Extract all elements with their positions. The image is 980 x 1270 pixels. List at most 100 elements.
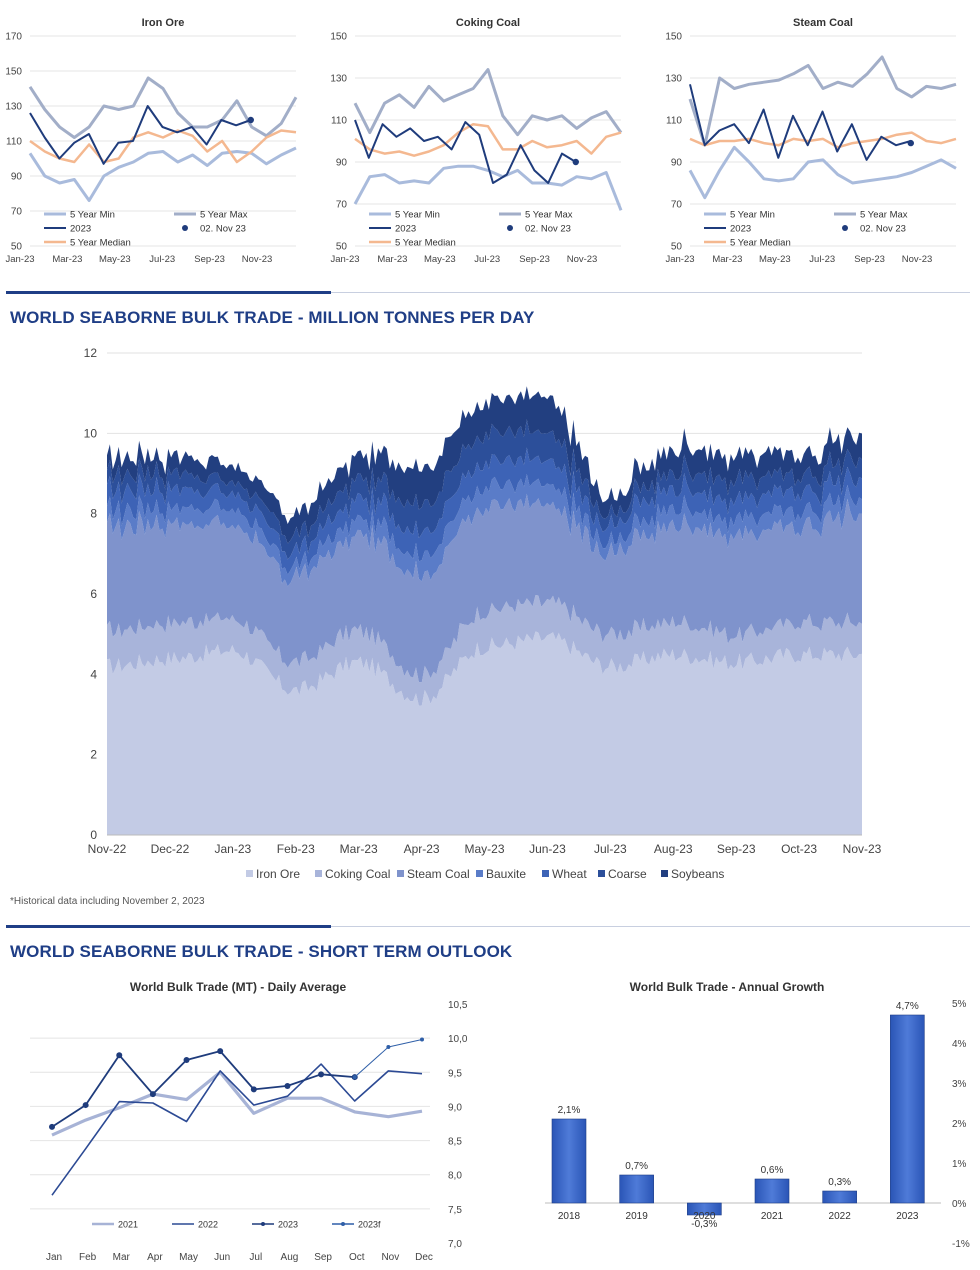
stack-x-tick: Apr-23: [404, 842, 440, 856]
growth-bar-2022: [822, 1190, 857, 1204]
daily-average-chart-svg: World Bulk Trade (MT) - Daily Average 7,0…: [30, 980, 468, 1263]
coking-coal-x-tick: Jan-23: [330, 254, 359, 265]
stack-legend-swatch: [542, 870, 549, 877]
steam-coal-legend-2023: 2023: [730, 224, 751, 235]
stack-legend-wheat: Wheat: [552, 867, 587, 881]
iron-ore-legend-marker: 02. Nov 23: [200, 224, 246, 235]
section-rule-trade: [6, 291, 331, 294]
daily-line-2023f-point: [352, 1075, 357, 1080]
stack-x-tick: Nov-23: [843, 842, 882, 856]
daily-line-2022: [51, 1063, 423, 1196]
stack-x-tick: May-23: [464, 842, 504, 856]
daily-x-tick: Apr: [147, 1252, 163, 1263]
stack-legend-bauxite: Bauxite: [486, 867, 526, 881]
iron-ore-min-line: [28, 146, 297, 202]
stack-x-tick: Feb-23: [277, 842, 315, 856]
daily-x-tick: Mar: [113, 1252, 131, 1263]
coking-coal-x-tick: May-23: [424, 254, 456, 265]
stack-x-tick: Jun-23: [529, 842, 566, 856]
iron-ore-x-tick: May-23: [99, 254, 131, 265]
iron-ore-y-tick: 110: [6, 137, 22, 148]
iron-ore-y-tick: 170: [5, 32, 22, 43]
stack-x-tick: Aug-23: [654, 842, 693, 856]
section-title-tonnes-per-day: WORLD SEABORNE BULK TRADE - MILLION TONN…: [10, 308, 535, 327]
daily-legend-2023f: 2023f: [358, 1220, 381, 1230]
coking-coal-title: Coking Coal: [456, 17, 520, 29]
growth-x-tick-2023: 2023: [896, 1211, 919, 1222]
steam-coal-legend-min: 5 Year Min: [730, 210, 775, 221]
daily-y-tick: 10,5: [448, 1000, 468, 1011]
stack-legend-iron-ore: Iron Ore: [256, 867, 300, 881]
growth-y-tick: 4%: [952, 1039, 967, 1050]
iron-ore-x-tick: Mar-23: [52, 254, 82, 265]
growth-bar-2018: [551, 1118, 587, 1204]
growth-bar-label-2023: 4,7%: [896, 1001, 919, 1012]
iron-ore-title: Iron Ore: [142, 17, 185, 29]
iron-ore-current-marker: [247, 116, 254, 124]
stack-legend-steam-coal: Steam Coal: [407, 867, 470, 881]
coking-coal-legend-min: 5 Year Min: [395, 210, 440, 221]
stack-y-tick: 2: [90, 748, 97, 762]
iron-ore-x-tick: Jan-23: [5, 254, 34, 265]
steam-coal-y-tick: 130: [665, 74, 682, 85]
daily-x-tick: Feb: [79, 1252, 97, 1263]
stack-legend-soybeans: Soybeans: [671, 867, 724, 881]
stack-x-tick: Jan-23: [214, 842, 251, 856]
daily-line-2023-point: [284, 1082, 291, 1089]
growth-y-tick: 1%: [952, 1159, 967, 1170]
growth-bar-label-2021: 0,6%: [761, 1165, 784, 1176]
daily-x-tick: Aug: [281, 1252, 299, 1263]
daily-x-tick: Nov: [381, 1252, 399, 1263]
coking-coal-chart: Coking Coal 50 70 90 110 130 150 Jan-23 Mar-23 Ma…: [325, 8, 635, 270]
growth-bar-2019: [619, 1174, 654, 1204]
growth-bar-label-2022: 0,3%: [828, 1177, 851, 1188]
steam-coal-median-line: [689, 131, 957, 149]
stack-y-tick: 8: [90, 507, 97, 521]
stack-legend-swatch: [246, 870, 253, 877]
steam-coal-title: Steam Coal: [793, 17, 853, 29]
stacked-area-chart-svg: 0 2 4 6 8 10 12 Nov-22 Dec-22 Jan-23 Feb-23 Mar-23 A…: [84, 346, 882, 881]
daily-line-2023-point: [149, 1091, 156, 1098]
stacked-area-chart: 0 2 4 6 8 10 12 Nov-22 Dec-22 Jan-23 Feb-23 Mar-23 A…: [0, 340, 980, 892]
stack-area-iron-ore: [107, 631, 862, 835]
daily-x-tick: Oct: [349, 1252, 365, 1263]
coking-coal-legend-2023: 2023: [395, 224, 416, 235]
daily-legend-2023: 2023: [278, 1220, 298, 1230]
coking-coal-legend-median: 5 Year Median: [395, 238, 456, 249]
coking-coal-max-line: [353, 68, 623, 137]
steam-coal-chart: Steam Coal 50 70 90 110 130 150 Jan-23 Mar-23 May…: [660, 8, 970, 270]
stack-x-tick: Dec-22: [151, 842, 190, 856]
iron-ore-legend-min: 5 Year Min: [70, 210, 115, 221]
growth-bar-2021: [754, 1178, 790, 1204]
stack-y-tick: 0: [90, 828, 97, 842]
iron-ore-chart: Iron Ore 50 70 90 110 130 150 170 Jan-23 Mar-23 Ma…: [0, 8, 310, 270]
iron-ore-legend-2023: 2023: [70, 224, 91, 235]
coking-coal-legend-marker-swatch: [507, 225, 513, 231]
steam-coal-x-tick: May-23: [759, 254, 791, 265]
stack-legend-swatch: [476, 870, 483, 877]
iron-ore-median-line: [29, 129, 297, 164]
stack-legend-swatch: [315, 870, 322, 877]
stack-y-tick: 6: [90, 587, 97, 601]
annual-growth-chart: World Bulk Trade - Annual Growth -1% 0% 1% 2…: [505, 972, 980, 1265]
iron-ore-chart-svg: Iron Ore 50 70 90 110 130 150 170 Jan-23 Mar-23 Ma…: [5, 17, 298, 265]
daily-x-tick: Sep: [314, 1252, 332, 1263]
steam-coal-x-tick: Mar-23: [712, 254, 742, 265]
iron-ore-x-tick: Sep-23: [194, 254, 225, 265]
daily-average-title: World Bulk Trade (MT) - Daily Average: [130, 980, 347, 994]
daily-y-tick: 8,5: [448, 1137, 462, 1148]
stack-area-soybeans: [107, 386, 862, 544]
stack-legend-swatch: [598, 870, 605, 877]
stack-area-coarse: [107, 419, 862, 560]
steam-coal-legend-marker-swatch: [842, 225, 848, 231]
daily-y-tick: 8,0: [448, 1171, 462, 1182]
coking-coal-y-tick: 150: [330, 32, 347, 43]
growth-y-tick: 3%: [952, 1079, 967, 1090]
stack-x-tick: Jul-23: [594, 842, 627, 856]
daily-line-2023-point: [49, 1123, 55, 1130]
stack-x-tick: Nov-22: [88, 842, 127, 856]
stack-x-tick: Sep-23: [717, 842, 756, 856]
stack-x-tick: Mar-23: [340, 842, 378, 856]
iron-ore-legend-marker-swatch: [182, 225, 188, 231]
daily-y-tick: 7,0: [448, 1239, 462, 1250]
